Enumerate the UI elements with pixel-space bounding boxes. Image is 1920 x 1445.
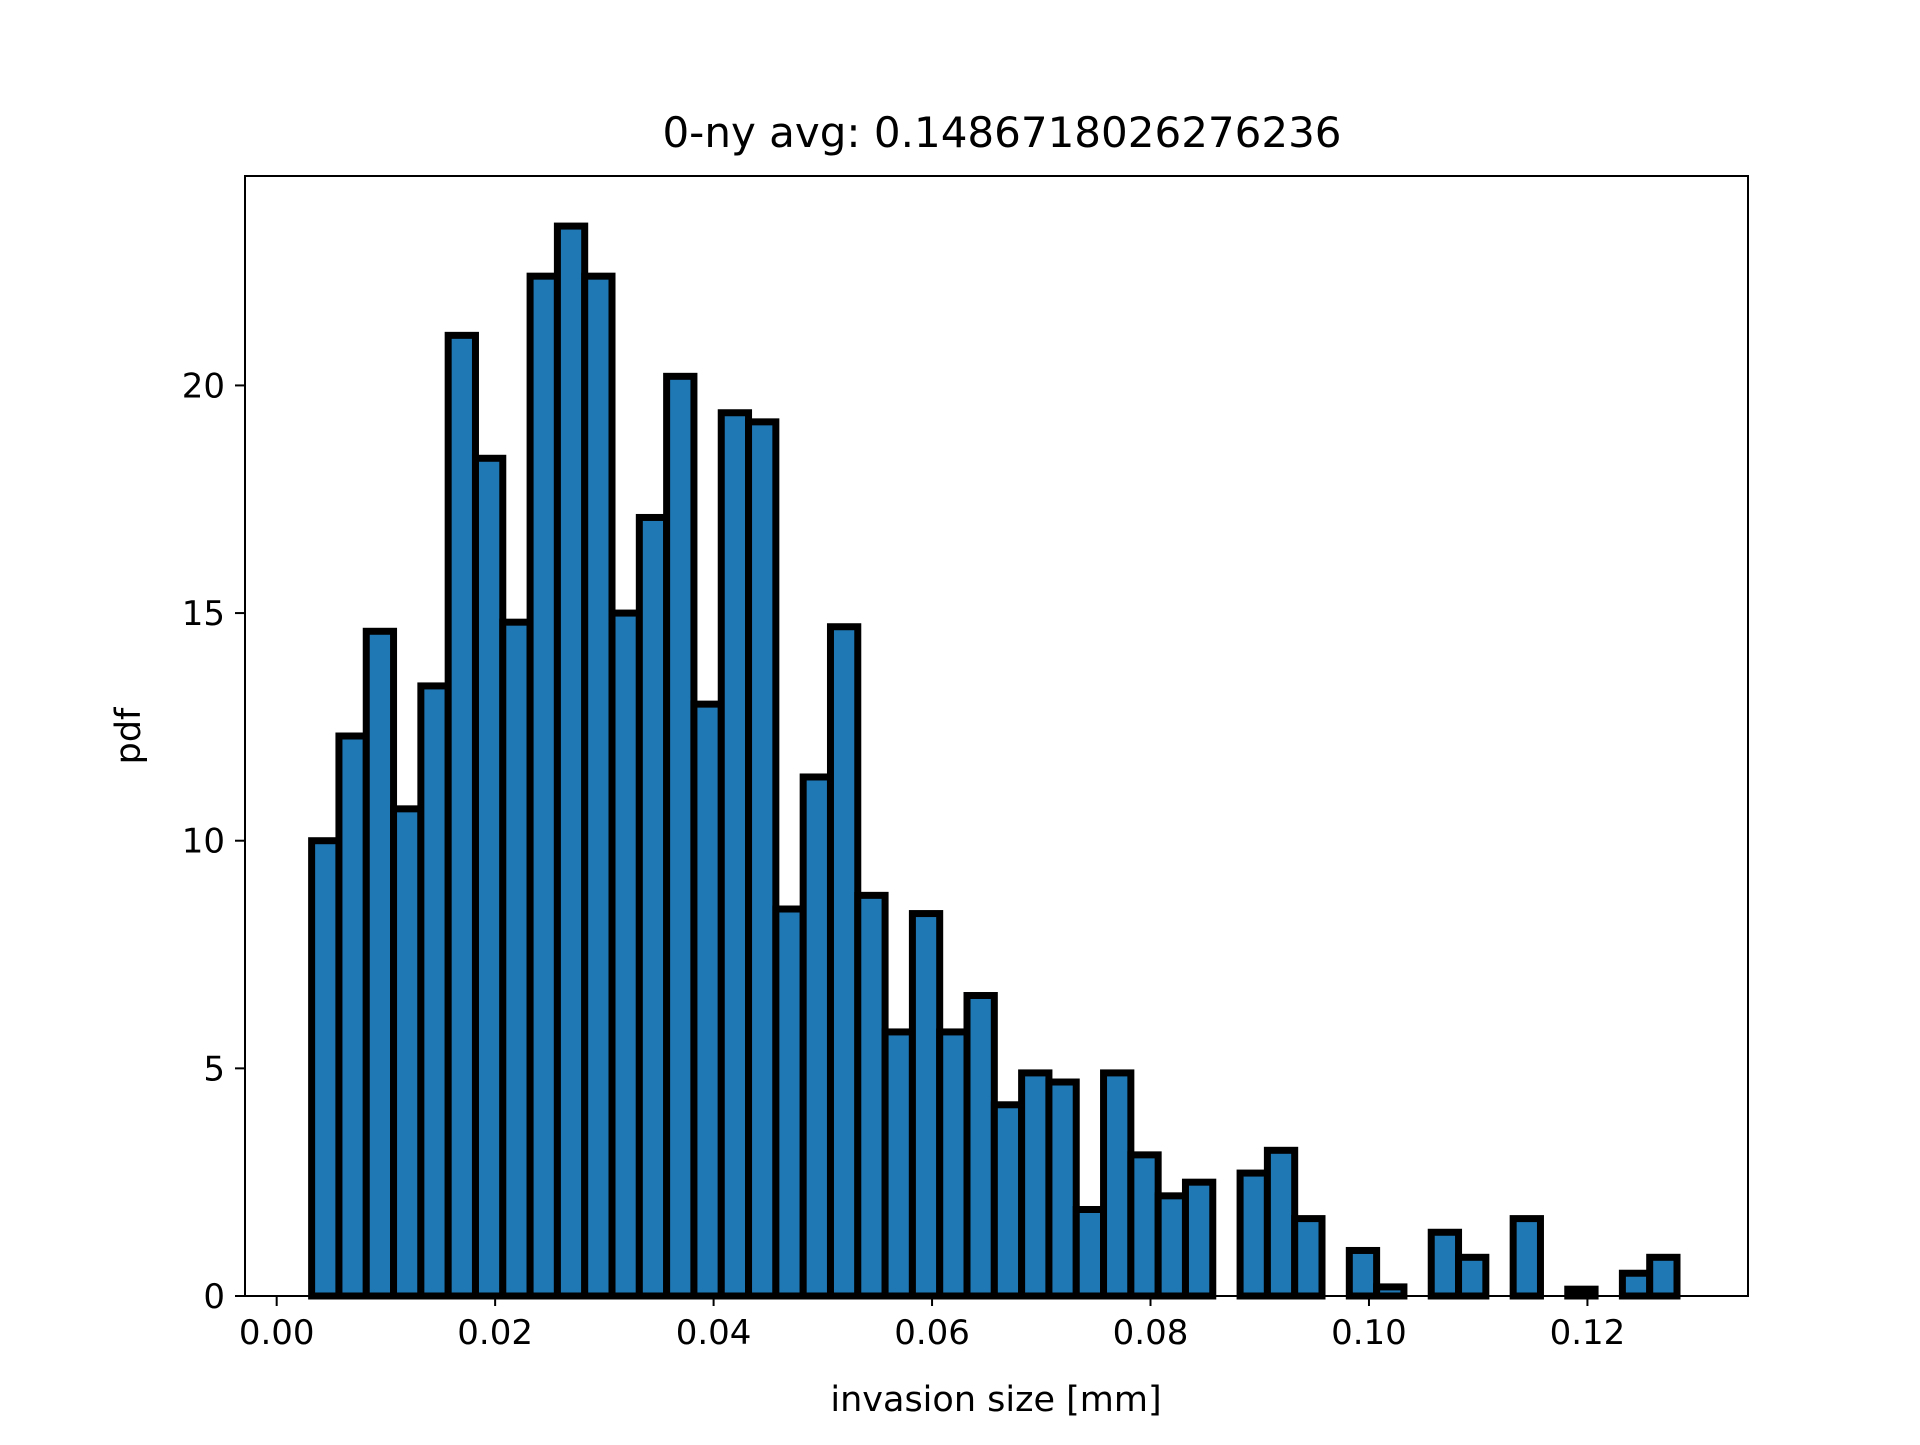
histogram-bar xyxy=(690,700,725,1300)
x-axis-ticks: 0.00 0.02 0.04 0.06 0.08 0.10 0.12 xyxy=(239,1296,1625,1353)
histogram-bar xyxy=(745,418,780,1300)
histogram-bar xyxy=(936,1028,971,1300)
histogram-bar xyxy=(1127,1151,1162,1300)
histogram-bar xyxy=(963,992,998,1300)
histogram-bar xyxy=(417,682,452,1300)
x-tick-label: 0.02 xyxy=(457,1313,533,1353)
histogram-bar xyxy=(908,910,944,1300)
histogram-bar xyxy=(335,732,370,1300)
plot-frame xyxy=(244,175,1749,1297)
histogram-bar xyxy=(1291,1215,1326,1300)
histogram-bar xyxy=(1263,1146,1299,1300)
histogram-bar xyxy=(444,331,479,1300)
histogram-bar xyxy=(1236,1169,1271,1300)
histogram-bar xyxy=(1509,1215,1544,1300)
histogram-bar xyxy=(826,623,862,1300)
histogram-bar xyxy=(1564,1285,1599,1300)
bars-group xyxy=(308,222,1681,1300)
chart-title: 0-ny avg: 0.1486718026276236 xyxy=(662,108,1341,157)
histogram-bar xyxy=(499,618,534,1300)
histogram-bar xyxy=(526,272,561,1300)
histogram-bar xyxy=(717,409,753,1300)
histogram-bar xyxy=(390,805,425,1300)
x-tick-label: 0.04 xyxy=(676,1313,752,1353)
y-tick-label: 0 xyxy=(203,1277,225,1317)
histogram-bar xyxy=(854,891,889,1300)
histogram-bar xyxy=(1072,1205,1108,1300)
histogram-bar xyxy=(471,454,507,1300)
y-tick-label: 20 xyxy=(182,366,225,406)
histogram-bar xyxy=(1100,1069,1135,1300)
histogram-bar xyxy=(1345,1246,1381,1300)
histogram-bar xyxy=(608,609,643,1300)
histogram-bar xyxy=(1373,1283,1408,1300)
x-tick-label: 0.12 xyxy=(1550,1313,1626,1353)
x-axis-label: invasion size [mm] xyxy=(830,1380,1161,1420)
histogram-bar xyxy=(581,272,616,1300)
histogram-bar xyxy=(1181,1178,1217,1300)
histogram-bar xyxy=(362,627,398,1300)
histogram-bar xyxy=(881,1028,916,1300)
histogram-bar xyxy=(799,773,834,1300)
x-tick-label: 0.08 xyxy=(1113,1313,1189,1353)
y-axis-label: pdf xyxy=(109,707,149,764)
histogram-bar xyxy=(553,222,589,1300)
histogram-bar xyxy=(1646,1253,1681,1300)
histogram-bar xyxy=(1455,1253,1490,1300)
y-tick-label: 5 xyxy=(203,1049,225,1089)
x-tick-label: 0.00 xyxy=(239,1313,315,1353)
histogram-bar xyxy=(1618,1269,1654,1300)
histogram-bar xyxy=(1427,1228,1463,1300)
y-tick-label: 10 xyxy=(182,822,225,862)
histogram-bar xyxy=(990,1101,1026,1300)
histogram-bar xyxy=(1154,1192,1189,1300)
histogram-bar xyxy=(663,372,698,1300)
x-tick-label: 0.10 xyxy=(1331,1313,1407,1353)
histogram-bar xyxy=(635,513,671,1300)
histogram-bar xyxy=(308,837,343,1300)
histogram-bar xyxy=(1045,1078,1080,1300)
y-axis-ticks: 0 5 10 15 20 xyxy=(182,366,245,1317)
x-tick-label: 0.06 xyxy=(894,1313,970,1353)
histogram-bar xyxy=(772,905,807,1300)
histogram-bar xyxy=(1018,1069,1053,1300)
y-tick-label: 15 xyxy=(182,594,225,634)
